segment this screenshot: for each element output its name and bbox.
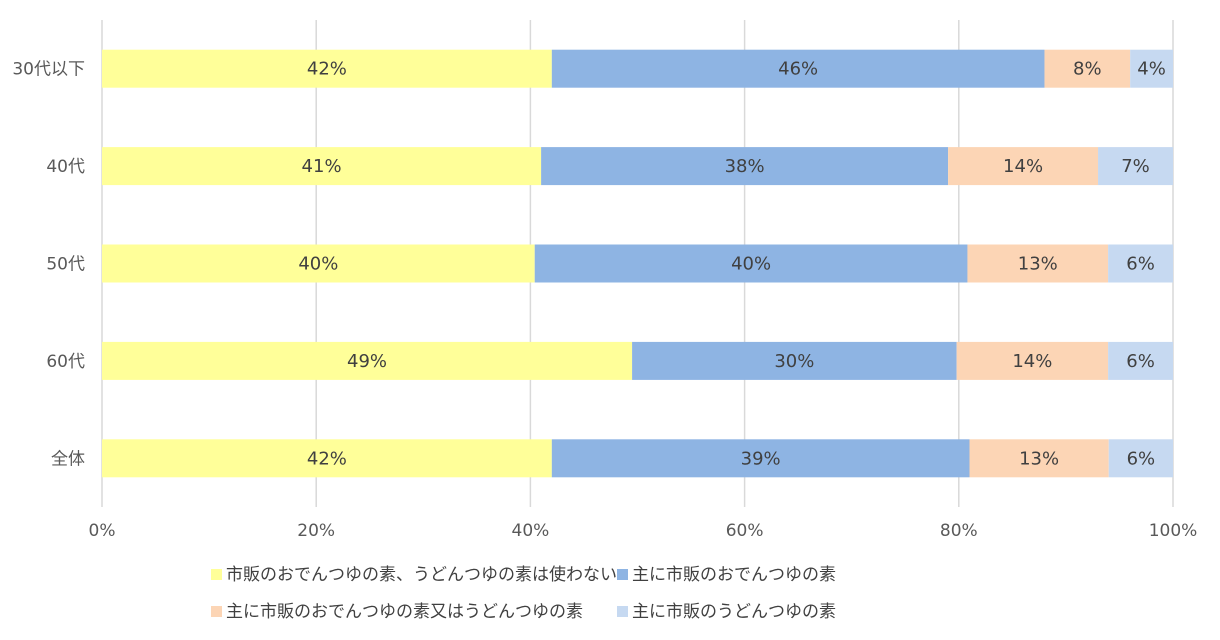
data-label: 13%	[1018, 254, 1058, 275]
bar-segment	[102, 147, 542, 186]
data-label: 6%	[1126, 351, 1155, 372]
bar-segment	[1130, 49, 1173, 88]
bar-segment	[948, 147, 1099, 186]
x-axis-tick-labels: 0% 20% 40% 60% 80% 100%	[89, 521, 1198, 541]
data-label: 42%	[307, 448, 347, 469]
data-label: 4%	[1137, 59, 1166, 80]
category-label: 60代	[46, 352, 85, 372]
data-label: 40%	[731, 254, 771, 275]
bars: 42% 46% 8% 4% 41% 38% 14% 7% 40% 40% 13% 6% 49% 30% 14…	[102, 49, 1173, 478]
x-tick-label: 20%	[297, 521, 335, 541]
bar-segment	[541, 147, 949, 186]
bar-segment	[102, 341, 633, 380]
bar-segment	[102, 439, 552, 478]
x-tick-label: 100%	[1149, 521, 1198, 541]
x-tick-label: 0%	[89, 521, 116, 541]
bar-segment	[1108, 244, 1173, 283]
data-label: 30%	[774, 351, 814, 372]
data-label: 38%	[725, 156, 765, 177]
data-label: 42%	[307, 59, 347, 80]
legend-swatch	[617, 569, 628, 580]
data-label: 13%	[1019, 448, 1059, 469]
data-label: 6%	[1127, 448, 1156, 469]
bar-segment	[969, 439, 1109, 478]
x-tick-label: 80%	[940, 521, 978, 541]
data-label: 49%	[347, 351, 387, 372]
bar-segment	[1108, 439, 1173, 478]
data-label: 46%	[778, 59, 818, 80]
data-label: 41%	[302, 156, 342, 177]
legend-item-label: 市販のおでんつゆの素、うどんつゆの素は使わない	[226, 564, 617, 585]
bar-segment	[1098, 147, 1173, 186]
legend-item-label: 主に市販のうどんつゆの素	[632, 602, 836, 622]
bar-segment	[1044, 49, 1131, 88]
data-label: 7%	[1121, 156, 1150, 177]
legend-item-label: 主に市販のおでんつゆの素	[632, 565, 836, 585]
data-label: 40%	[298, 254, 338, 275]
bar-segment	[956, 341, 1109, 380]
legend-item-label: 主に市販のおでんつゆの素又はうどんつゆの素	[226, 602, 583, 622]
legend: 市販のおでんつゆの素、うどんつゆの素は使わない 主に市販のおでんつゆの素主に市販の…	[211, 564, 836, 622]
category-label: 40代	[46, 157, 85, 177]
category-label: 30代以下	[12, 60, 85, 80]
bar-segment	[967, 244, 1109, 283]
data-label: 8%	[1073, 59, 1102, 80]
bar-segment	[551, 439, 970, 478]
legend-swatch	[211, 569, 222, 580]
bar-segment	[102, 49, 552, 88]
bar-segment	[534, 244, 968, 283]
category-label: 50代	[46, 255, 85, 275]
category-label: 全体	[51, 449, 85, 469]
data-label: 39%	[741, 448, 781, 469]
data-label: 6%	[1126, 254, 1155, 275]
bar-segment	[632, 341, 957, 380]
data-label: 14%	[1012, 351, 1052, 372]
legend-swatch	[617, 606, 628, 617]
legend-swatch	[211, 606, 222, 617]
bar-segment	[1108, 341, 1173, 380]
x-tick-label: 40%	[512, 521, 550, 541]
data-label: 14%	[1003, 156, 1043, 177]
bar-segment	[102, 244, 535, 283]
bar-segment	[551, 49, 1045, 88]
x-tick-label: 60%	[726, 521, 764, 541]
